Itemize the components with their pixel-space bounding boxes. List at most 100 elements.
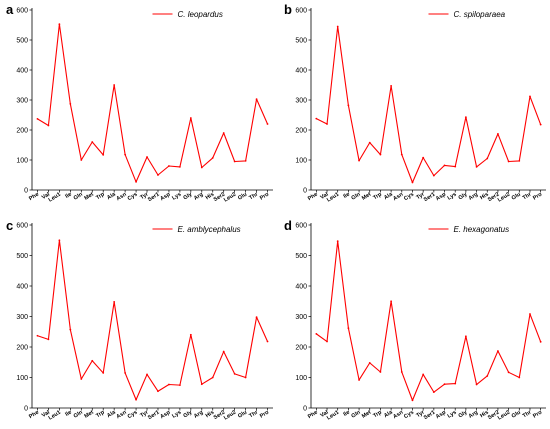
data-point (347, 327, 350, 329)
x-tick-label: Gln (351, 409, 363, 419)
x-tick-label: Ser2 (213, 192, 226, 204)
x-tick-label: Leu2 (497, 410, 511, 422)
x-tick-label: Glu (511, 409, 523, 419)
x-tick-label: Lys (171, 410, 182, 420)
data-point (80, 159, 83, 161)
x-tick-label: His (479, 192, 490, 202)
data-point (178, 166, 181, 168)
data-point (222, 132, 225, 134)
y-tick-label: 0 (303, 187, 307, 194)
data-point (233, 372, 236, 375)
x-tick-label: Leu1 (48, 410, 62, 422)
x-tick-label: Gln (351, 191, 363, 201)
y-tick-label: 0 (303, 405, 307, 412)
data-point (368, 141, 371, 144)
data-point (336, 240, 339, 243)
data-point (326, 123, 328, 125)
x-tick-label: Leu2 (223, 410, 237, 422)
x-tick-label: Asn (116, 409, 129, 420)
data-point (443, 164, 446, 167)
x-tick-label: Pro (259, 191, 271, 201)
x-tick-label: His (479, 410, 490, 420)
data-point (368, 361, 371, 364)
x-tick-label: Pro (259, 409, 271, 419)
data-point (189, 117, 192, 119)
data-point (157, 174, 159, 176)
y-tick-label: 300 (295, 97, 307, 104)
data-point (178, 384, 181, 387)
x-tick-label: Trp (372, 191, 383, 201)
data-point (390, 300, 393, 303)
panel-letter: d (284, 218, 292, 233)
y-tick-label: 200 (295, 344, 307, 351)
x-tick-label: Glu (237, 409, 249, 419)
y-tick-label: 100 (295, 157, 307, 164)
data-point (432, 391, 435, 394)
data-point (475, 383, 478, 386)
x-tick-label: Thr (248, 409, 260, 419)
x-tick-label: Cys (127, 192, 139, 203)
y-tick-label: 400 (16, 67, 28, 74)
x-tick-label: Thr (522, 409, 534, 419)
x-tick-label: Ala (106, 409, 117, 419)
data-point (358, 159, 360, 162)
y-tick-label: 300 (295, 314, 307, 321)
x-tick-label: Cys (403, 410, 415, 421)
x-tick-label: Asp (435, 409, 448, 420)
data-point (539, 123, 542, 126)
x-tick-label: Ile (342, 410, 350, 418)
x-tick-label: Ser2 (487, 192, 500, 204)
data-point (47, 124, 50, 127)
y-tick-label: 100 (16, 157, 28, 164)
data-point (486, 157, 489, 160)
y-tick-label: 500 (295, 37, 307, 44)
x-tick-label: Gly (458, 191, 470, 201)
data-point (315, 332, 318, 335)
x-tick-label: Ala (106, 191, 117, 201)
x-tick-label: Thr (522, 191, 534, 201)
data-point (400, 371, 403, 373)
x-tick-label: Leu1 (48, 192, 62, 204)
x-tick-label: Ile (64, 410, 72, 418)
data-point (69, 103, 72, 105)
data-point (244, 160, 247, 162)
x-tick-label: Cys (403, 192, 415, 203)
data-point (233, 160, 236, 163)
data-point (124, 372, 127, 374)
x-tick-label: Lys (171, 192, 182, 202)
data-point (113, 84, 116, 86)
data-point (113, 300, 116, 303)
x-tick-label: Leu2 (223, 192, 237, 204)
x-tick-label: Gln (73, 409, 85, 419)
x-tick-label: Glu (237, 191, 249, 201)
data-point (432, 174, 435, 177)
y-tick-label: 500 (16, 253, 28, 260)
data-point (200, 166, 203, 169)
x-tick-label: His (205, 410, 216, 420)
data-point (168, 165, 170, 167)
data-point (80, 378, 83, 380)
x-tick-label: Asp (159, 191, 172, 202)
x-tick-label: Asp (159, 409, 172, 420)
y-tick-label: 400 (16, 283, 28, 290)
data-point (244, 376, 247, 379)
series-line (316, 25, 542, 184)
legend-label: C. spiloparaea (454, 10, 506, 19)
data-point (255, 98, 258, 100)
y-tick-label: 600 (16, 222, 28, 229)
data-point (358, 379, 360, 381)
panel-letter: c (6, 218, 13, 233)
data-point (47, 338, 50, 341)
data-point (211, 157, 214, 159)
x-tick-label: Gly (183, 191, 195, 201)
data-point (464, 116, 467, 118)
data-point (266, 340, 269, 343)
data-point (497, 133, 499, 135)
y-tick-label: 300 (16, 97, 28, 104)
panel-letter: a (6, 2, 14, 17)
x-tick-label: Leu2 (497, 192, 511, 204)
